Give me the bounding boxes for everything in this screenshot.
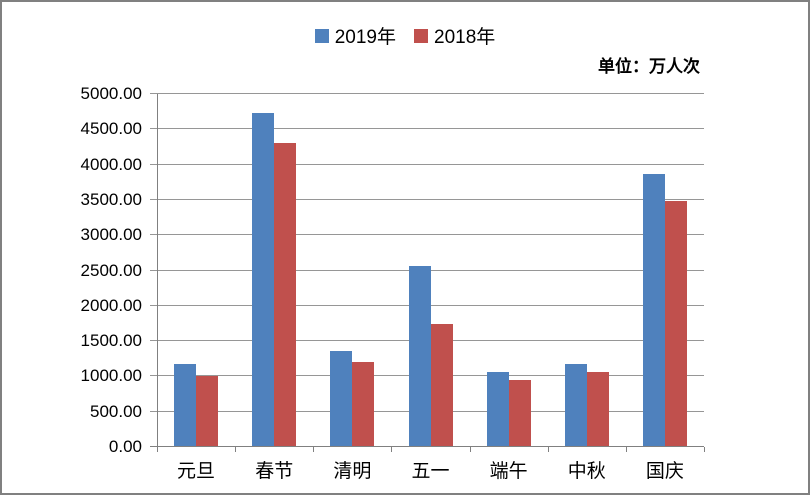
x-axis-line xyxy=(150,446,704,447)
bar-2019年-元旦 xyxy=(174,364,197,446)
x-axis-tick xyxy=(235,447,237,452)
x-axis-category-label: 国庆 xyxy=(645,461,684,482)
bar-2019年-五一 xyxy=(408,265,431,446)
x-axis-tick xyxy=(704,447,705,452)
chart-legend: 2019年 2018年 xyxy=(2,22,808,49)
gridline-3500 xyxy=(150,198,704,200)
gridline-3000 xyxy=(150,234,704,236)
bar-2019年-端午 xyxy=(486,371,509,446)
bar-2018年-中秋 xyxy=(586,371,609,446)
x-axis-category-label: 元旦 xyxy=(177,461,216,482)
y-axis-line xyxy=(157,94,158,447)
y-axis-tick-label: 0.00 xyxy=(108,437,142,456)
gridline-5000 xyxy=(150,93,704,94)
y-axis-tick-label: 3000.00 xyxy=(80,225,142,245)
legend-swatch-icon xyxy=(314,28,329,43)
x-axis-category-label: 五一 xyxy=(411,461,450,482)
x-axis-tick xyxy=(157,447,158,452)
gridline-4500 xyxy=(150,128,704,130)
y-axis-tick-label: 5000.00 xyxy=(80,84,142,103)
y-axis-tick-label: 3500.00 xyxy=(80,189,142,209)
bar-2018年-五一 xyxy=(430,324,453,446)
legend-item-2018年: 2018年 xyxy=(414,22,495,49)
y-axis-tick-label: 500.00 xyxy=(90,401,142,421)
bar-2019年-清明 xyxy=(330,351,353,446)
bar-2019年-国庆 xyxy=(642,174,665,446)
x-axis-category-label: 端午 xyxy=(489,461,528,482)
x-axis-tick xyxy=(391,447,393,452)
plot-area xyxy=(150,93,705,452)
legend-item-2019年: 2019年 xyxy=(314,22,396,49)
bar-2018年-清明 xyxy=(352,362,375,446)
y-axis-tick-label: 2500.00 xyxy=(80,260,142,280)
legend-swatch-icon xyxy=(414,28,428,43)
bar-2018年-国庆 xyxy=(664,201,687,446)
y-axis-tick-label: 4500.00 xyxy=(80,119,142,139)
x-axis-category-label: 中秋 xyxy=(567,461,606,482)
x-axis-tick xyxy=(469,447,471,452)
y-axis-tick-label: 4000.00 xyxy=(80,154,142,174)
y-axis-tick-label: 2000.00 xyxy=(80,295,142,315)
legend-label: 2018年 xyxy=(434,27,496,48)
legend-label: 2019年 xyxy=(334,27,396,48)
bar-2019年-中秋 xyxy=(564,364,587,446)
bar-2018年-元旦 xyxy=(196,375,219,446)
x-axis-tick xyxy=(547,447,549,452)
y-axis-labels: 0.00 500.00 1000.00 1500.00 2000.00 2500.00 30… xyxy=(2,84,150,456)
x-axis-category-label: 春节 xyxy=(255,461,294,482)
x-axis-tick xyxy=(313,447,315,452)
y-axis-tick-label: 1500.00 xyxy=(80,331,142,351)
bar-2018年-端午 xyxy=(508,380,531,446)
x-axis-labels: 元旦 春节 清明 五一 端午 中秋 国庆 xyxy=(157,456,704,484)
unit-label: 单位：万人次 xyxy=(598,57,700,76)
x-axis-tick xyxy=(625,447,627,452)
bar-2018年-春节 xyxy=(274,143,297,446)
gridline-4000 xyxy=(150,163,704,165)
x-axis-category-label: 清明 xyxy=(333,461,372,482)
bar-2019年-春节 xyxy=(252,112,275,446)
y-axis-tick-label: 1000.00 xyxy=(80,366,142,386)
